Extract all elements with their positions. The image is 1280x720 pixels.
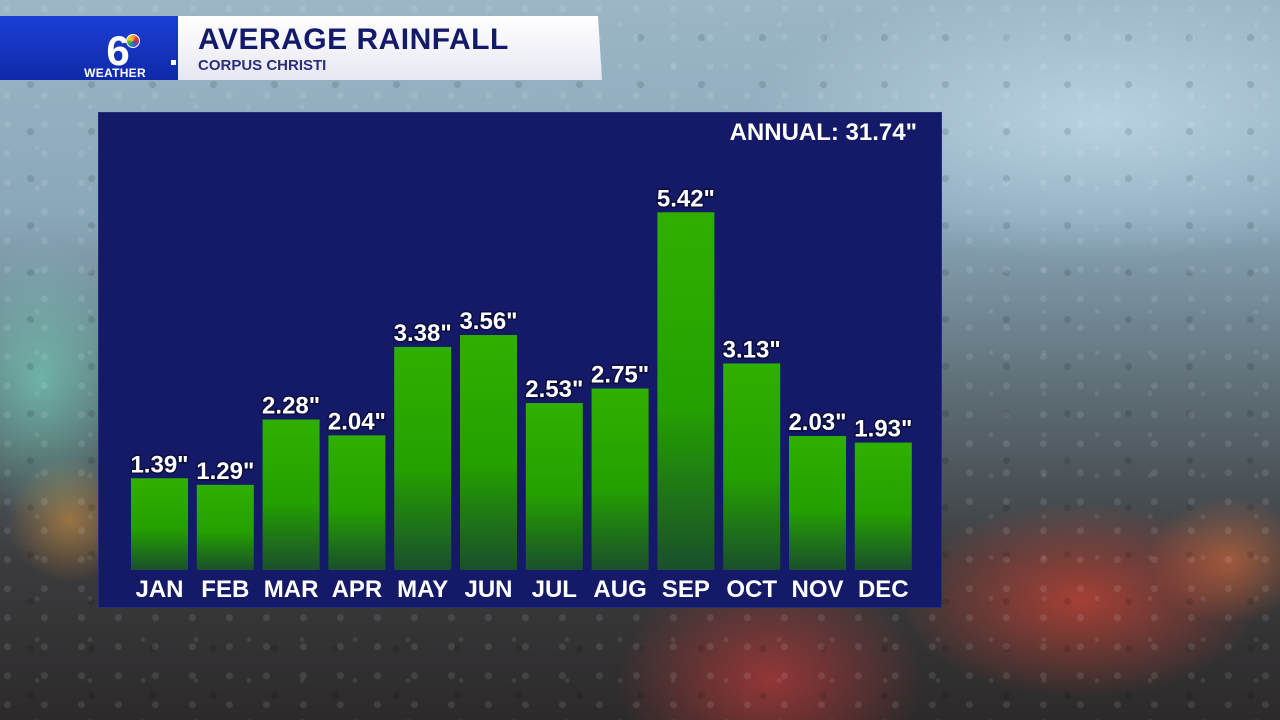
divider-dot [171, 60, 176, 65]
month-label-mar: MAR [264, 576, 319, 603]
bar-mar [262, 419, 320, 570]
month-label-oct: OCT [726, 576, 777, 603]
value-label-feb: 1.29" [196, 458, 254, 485]
bar-aug [591, 388, 649, 570]
month-label-may: MAY [397, 576, 448, 603]
bar-nov [789, 436, 846, 570]
rainfall-bar-chart: 1.39" JAN 1.29" FEB 2.28" MAR 2.04" APR 3.38" MAY… [129, 184, 914, 603]
bar-jan [131, 478, 188, 570]
peacock-icon [126, 34, 140, 48]
annual-total-label: ANNUAL: 31.74" [729, 119, 917, 146]
bar-feb [196, 484, 254, 570]
logo-number: 6 [106, 27, 130, 74]
station-logo: 6 WEATHER [0, 16, 178, 80]
value-label-jun: 3.56" [459, 308, 517, 335]
chart-panel: ANNUAL: 31.74" 1.39" JAN 1.29" FEB 2.28" MAR 2… [98, 112, 942, 608]
bar-jul [525, 403, 583, 570]
month-label-jun: JUN [464, 576, 512, 603]
value-label-nov: 2.03" [788, 409, 846, 436]
value-label-mar: 2.28" [262, 393, 320, 420]
value-label-jan: 1.39" [130, 451, 188, 478]
value-label-jul: 2.53" [525, 376, 583, 403]
title-banner: AVERAGE RAINFALL CORPUS CHRISTI [178, 16, 602, 80]
month-label-jul: JUL [532, 576, 577, 603]
value-label-apr: 2.04" [328, 408, 386, 435]
bar-sep [657, 212, 715, 570]
bar-dec [854, 442, 912, 570]
page-title: AVERAGE RAINFALL [198, 23, 509, 56]
bar-may [394, 346, 452, 570]
month-label-dec: DEC [858, 576, 909, 603]
month-label-sep: SEP [662, 576, 710, 603]
logo-weather-text: WEATHER [84, 66, 146, 80]
month-label-aug: AUG [593, 576, 646, 603]
value-label-oct: 3.13" [723, 336, 781, 363]
month-label-nov: NOV [791, 576, 843, 603]
bar-apr [328, 435, 386, 570]
value-label-may: 3.38" [394, 320, 452, 347]
month-label-apr: APR [332, 576, 383, 603]
value-label-aug: 2.75" [591, 362, 649, 389]
page-subtitle: CORPUS CHRISTI [198, 57, 327, 74]
month-label-jan: JAN [135, 576, 183, 603]
value-label-sep: 5.42" [657, 185, 715, 212]
month-label-feb: FEB [201, 576, 249, 603]
bar-oct [723, 363, 781, 570]
bar-jun [460, 335, 517, 570]
value-label-dec: 1.93" [854, 416, 912, 443]
